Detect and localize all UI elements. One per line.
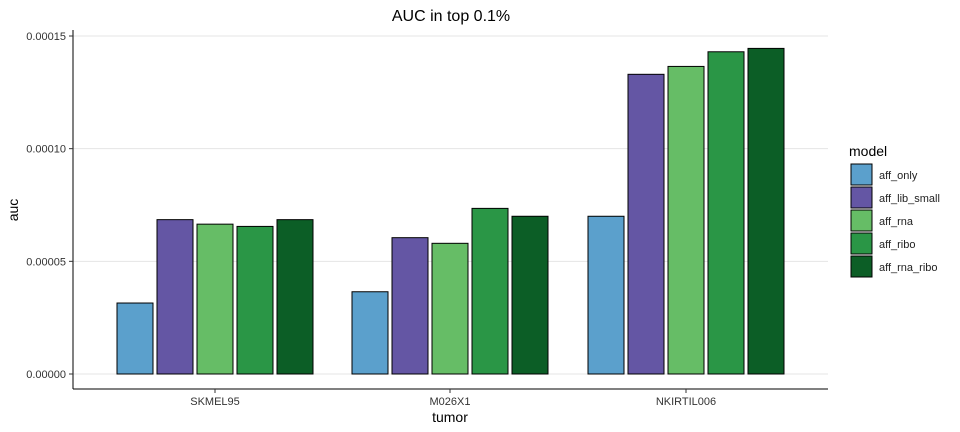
bar-aff_only-SKMEL95 bbox=[116, 302, 154, 375]
bar-aff_lib_small-SKMEL95 bbox=[156, 219, 194, 375]
bar-aff_only-NKIRTIL006 bbox=[587, 215, 625, 375]
y-axis-title: auc bbox=[5, 199, 21, 222]
x-axis-title: tumor bbox=[432, 409, 468, 425]
bar-aff_rna-SKMEL95 bbox=[196, 223, 234, 375]
y-ticks: 0.00000 0.00005 0.00010 0.00015 bbox=[26, 31, 73, 381]
legend-label-aff_ribo: aff_ribo bbox=[879, 239, 916, 251]
y-tick-label: 0.00005 bbox=[26, 256, 66, 268]
bar-aff_only-M026X1 bbox=[351, 291, 389, 375]
legend: model aff_only aff_lib_small aff_rna aff_ri… bbox=[849, 143, 940, 278]
bar-aff_rna_ribo-NKIRTIL006 bbox=[747, 47, 785, 375]
x-ticks: SKMEL95 M026X1 NKIRTIL006 bbox=[190, 389, 716, 408]
bar-aff_rna-M026X1 bbox=[431, 242, 469, 375]
legend-swatch-aff_only bbox=[850, 163, 873, 186]
y-tick-label: 0.00010 bbox=[26, 144, 66, 156]
bar-aff_ribo-SKMEL95 bbox=[236, 225, 274, 375]
legend-swatch-aff_rna_ribo bbox=[850, 255, 873, 278]
x-tick-label: SKMEL95 bbox=[190, 396, 240, 408]
legend-label-aff_lib_small: aff_lib_small bbox=[879, 193, 940, 205]
bar-aff_ribo-NKIRTIL006 bbox=[707, 51, 745, 375]
legend-label-aff_only: aff_only bbox=[879, 170, 918, 182]
y-tick-label: 0.00015 bbox=[26, 31, 66, 43]
bar-aff_ribo-M026X1 bbox=[471, 207, 509, 375]
bar-aff_rna_ribo-SKMEL95 bbox=[276, 219, 314, 375]
legend-title: model bbox=[849, 143, 887, 159]
x-tick-label: M026X1 bbox=[430, 396, 471, 408]
legend-swatch-aff_ribo bbox=[850, 232, 873, 255]
legend-swatch-aff_lib_small bbox=[850, 186, 873, 209]
x-tick-label: NKIRTIL006 bbox=[656, 396, 716, 408]
legend-swatch-aff_rna bbox=[850, 209, 873, 232]
legend-label-aff_rna: aff_rna bbox=[879, 216, 914, 228]
bar-aff_lib_small-M026X1 bbox=[391, 237, 429, 375]
bar-aff_rna_ribo-M026X1 bbox=[511, 215, 549, 375]
legend-label-aff_rna_ribo: aff_rna_ribo bbox=[879, 262, 938, 274]
bar-aff_rna-NKIRTIL006 bbox=[667, 65, 705, 375]
bars bbox=[116, 47, 785, 375]
y-tick-label: 0.00000 bbox=[26, 369, 66, 381]
chart-title: AUC in top 0.1% bbox=[392, 8, 510, 25]
bar-aff_lib_small-NKIRTIL006 bbox=[627, 73, 665, 375]
